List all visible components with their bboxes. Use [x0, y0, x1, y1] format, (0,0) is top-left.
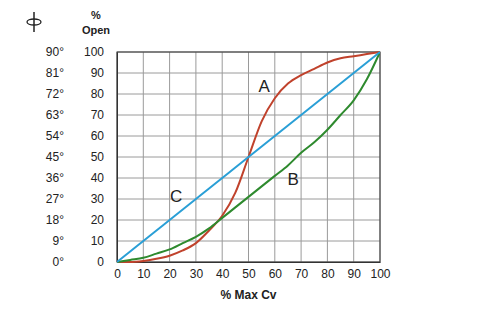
- y-axis-title: %Open: [82, 9, 110, 36]
- y-tick-label: 50: [91, 150, 105, 164]
- y2-tick-label: 90°: [46, 45, 64, 59]
- y2-tick: 45°: [46, 150, 66, 164]
- x-tick-label: 80: [321, 267, 335, 281]
- grid-line-y: [117, 220, 380, 221]
- x-tick: 70: [295, 262, 309, 281]
- x-tick: 30: [190, 262, 204, 281]
- y-tick-label: 0: [97, 255, 104, 269]
- y-tick-label: 70: [91, 108, 105, 122]
- y-tick: 70: [91, 108, 117, 122]
- y-axis: 0 10 20 30 40 50 60 70 80 90 100: [84, 45, 118, 269]
- x-tick-label: 70: [295, 267, 309, 281]
- rotation-icon: [27, 12, 41, 32]
- grid-line-y: [117, 241, 380, 242]
- y2-tick-label: 27°: [46, 192, 64, 206]
- x-tick-label: 60: [269, 267, 283, 281]
- y2-tick-label: 72°: [46, 87, 64, 101]
- y2-tick: 81°: [46, 66, 66, 80]
- y2-tick: 18°: [46, 213, 66, 227]
- y-tick: 90: [91, 66, 117, 80]
- y-tick-label: 30: [91, 192, 105, 206]
- x-axis: 0 10 20 30 40 50 60 70 80 90 100: [114, 262, 391, 281]
- series-line: [117, 52, 380, 262]
- y-tick-label: 40: [91, 171, 105, 185]
- y-tick-label: 10: [91, 234, 105, 248]
- x-tick: 40: [216, 262, 230, 281]
- x-tick-label: 10: [137, 267, 151, 281]
- x-tick: 80: [321, 262, 335, 281]
- y-tick: 60: [91, 129, 117, 143]
- y-tick: 10: [91, 234, 117, 248]
- y2-tick: 27°: [46, 192, 66, 206]
- y2-tick-label: 45°: [46, 150, 64, 164]
- y2-tick: 72°: [46, 87, 66, 101]
- x-tick: 0: [114, 262, 121, 281]
- x-tick: 20: [163, 262, 177, 281]
- x-tick-label: 40: [216, 267, 230, 281]
- series-group: [117, 52, 380, 262]
- y-axis-line: [117, 53, 118, 263]
- y-tick: 40: [91, 171, 117, 185]
- y-tick: 50: [91, 150, 117, 164]
- annotations: A B C: [170, 77, 299, 206]
- y2-tick: 36°: [46, 171, 66, 185]
- y2-tick: 9°: [53, 234, 66, 248]
- chart: 0 10 20 30 40 50 60 70 80 90 100 0 10 20 30 40 50 60 70 80 9…: [0, 0, 500, 313]
- y-tick-label: 20: [91, 213, 105, 227]
- y-tick-label: 90: [91, 66, 105, 80]
- y-tick: 80: [91, 87, 117, 101]
- x-tick-label: 0: [114, 267, 121, 281]
- x-tick: 90: [348, 262, 362, 281]
- x-axis-line: [118, 262, 381, 263]
- curve-label: B: [288, 170, 299, 189]
- y-tick: 0: [97, 255, 117, 269]
- y2-tick-label: 63°: [46, 108, 64, 122]
- y2-axis-line: [66, 53, 67, 263]
- y2-axis: 0° 9° 18° 27° 36° 45° 54° 63° 72° 81° 90°: [46, 45, 67, 269]
- y2-tick-label: 0°: [53, 255, 65, 269]
- curve-label: C: [170, 187, 182, 206]
- x-tick-label: 50: [242, 267, 256, 281]
- icon-shaft: [33, 12, 35, 32]
- x-tick-label: 90: [348, 267, 362, 281]
- y-tick-label: 100: [84, 45, 104, 59]
- y2-tick-label: 54°: [46, 129, 64, 143]
- y-tick: 100: [84, 45, 117, 59]
- y2-tick: 90°: [46, 45, 66, 59]
- grid-line-y: [117, 94, 380, 95]
- x-tick-label: 30: [190, 267, 204, 281]
- icon-ring: [27, 19, 41, 25]
- x-tick: 60: [269, 262, 283, 281]
- grid-line-y: [117, 136, 380, 137]
- grid-line-y: [117, 178, 380, 179]
- x-axis-title: % Max Cv: [220, 288, 276, 302]
- grid: [117, 52, 380, 262]
- plot-frame: [117, 52, 380, 262]
- grid-line-y: [117, 199, 380, 200]
- y2-tick-label: 81°: [46, 66, 64, 80]
- y-tick: 20: [91, 213, 117, 227]
- curve-label: A: [259, 77, 271, 96]
- grid-line-y: [117, 73, 380, 74]
- y2-tick: 63°: [46, 108, 66, 122]
- y-tick: 30: [91, 192, 117, 206]
- x-tick-label: 100: [370, 267, 390, 281]
- y-tick-label: 80: [91, 87, 105, 101]
- x-tick: 50: [242, 262, 256, 281]
- series-line: [117, 52, 380, 262]
- y-tick-label: 60: [91, 129, 105, 143]
- y2-tick-label: 18°: [46, 213, 64, 227]
- x-tick-label: 20: [163, 267, 177, 281]
- x-tick: 10: [137, 262, 151, 281]
- y2-tick-label: 36°: [46, 171, 64, 185]
- series-line: [117, 52, 380, 262]
- y2-tick: 54°: [46, 129, 66, 143]
- x-tick: 100: [370, 262, 390, 281]
- y2-tick-label: 9°: [53, 234, 65, 248]
- y2-tick: 0°: [53, 255, 66, 269]
